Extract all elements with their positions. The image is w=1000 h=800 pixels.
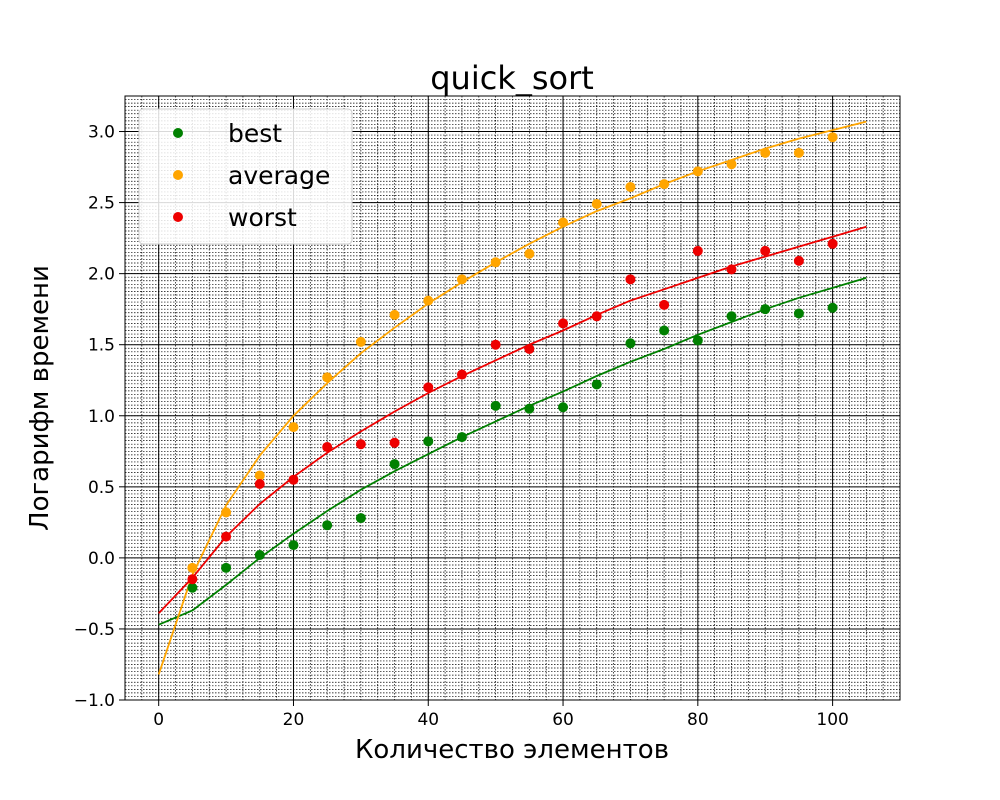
legend-box	[138, 108, 353, 245]
point-worst	[558, 318, 569, 329]
point-worst	[254, 478, 265, 489]
point-best	[355, 513, 366, 524]
point-average	[591, 199, 602, 210]
point-average	[322, 372, 333, 383]
legend-label-worst: worst	[228, 203, 297, 232]
point-best	[322, 520, 333, 531]
point-worst	[659, 299, 670, 310]
y-tick-label: 2.5	[88, 194, 115, 214]
point-average	[659, 179, 670, 190]
point-worst	[456, 369, 467, 380]
point-best	[288, 540, 299, 551]
plot-frame	[124, 95, 901, 701]
point-average	[456, 274, 467, 285]
point-worst	[692, 245, 703, 256]
point-best	[827, 302, 838, 313]
point-average	[793, 147, 804, 158]
point-average	[221, 507, 232, 518]
point-best	[187, 582, 198, 593]
x-tick-label: 20	[283, 710, 305, 730]
y-tick-label: 1.5	[88, 336, 115, 356]
legend: best average worst	[138, 108, 353, 245]
point-worst	[524, 343, 535, 354]
y-axis-title: Логарифм времени	[25, 265, 55, 531]
point-worst	[793, 255, 804, 266]
point-worst	[322, 442, 333, 453]
y-tick-label: −1.0	[74, 691, 115, 711]
point-worst	[625, 274, 636, 285]
point-average	[558, 217, 569, 228]
y-tick-label: 0.0	[88, 549, 115, 569]
point-average	[288, 422, 299, 433]
x-tick-label: 80	[687, 710, 709, 730]
x-axis-ticks: 0 20 40 60 80 100	[153, 700, 849, 730]
point-best	[692, 335, 703, 346]
point-worst	[490, 339, 501, 350]
point-worst	[288, 474, 299, 485]
point-average	[827, 132, 838, 143]
chart-title: quick_sort	[430, 59, 594, 97]
point-worst	[355, 439, 366, 450]
point-average	[423, 295, 434, 306]
x-tick-label: 60	[552, 710, 574, 730]
fit-line-best	[158, 277, 867, 626]
point-best	[659, 325, 670, 336]
y-tick-label: 2.0	[88, 265, 115, 285]
point-worst	[221, 531, 232, 542]
point-average	[355, 336, 366, 347]
point-average	[760, 147, 771, 158]
point-average	[254, 470, 265, 481]
x-tick-label: 40	[417, 710, 439, 730]
point-best	[591, 379, 602, 390]
fit-line-average	[157, 120, 867, 675]
legend-label-average: average	[228, 161, 330, 190]
fit-line-worst	[158, 225, 867, 614]
point-best	[760, 304, 771, 315]
point-best	[456, 432, 467, 443]
legend-marker-worst	[173, 212, 183, 222]
point-best	[490, 400, 501, 411]
point-best	[793, 308, 804, 319]
fit-lines	[157, 120, 867, 675]
point-worst	[827, 238, 838, 249]
y-tick-label: −0.5	[74, 620, 115, 640]
point-worst	[423, 382, 434, 393]
point-average	[524, 248, 535, 259]
x-tick-label: 100	[816, 710, 848, 730]
point-worst	[591, 311, 602, 322]
point-average	[490, 257, 501, 268]
point-worst	[726, 264, 737, 275]
point-average	[625, 181, 636, 192]
y-tick-label: 3.0	[88, 123, 115, 143]
point-best	[254, 550, 265, 561]
point-best	[389, 459, 400, 470]
point-average	[187, 562, 198, 573]
x-tick-label: 0	[153, 710, 164, 730]
y-tick-label: 0.5	[88, 478, 115, 498]
point-best	[558, 402, 569, 413]
legend-marker-average	[173, 170, 183, 180]
data-points	[187, 132, 838, 593]
point-best	[221, 562, 232, 573]
point-best	[423, 436, 434, 447]
point-worst	[389, 437, 400, 448]
y-tick-label: 1.0	[88, 407, 115, 427]
point-average	[692, 166, 703, 177]
legend-label-best: best	[228, 119, 282, 148]
point-best	[726, 311, 737, 322]
point-best	[625, 338, 636, 349]
point-worst	[760, 245, 771, 256]
y-axis-ticks: −1.0 −0.5 0.0 0.5 1.0 1.5 2.0 2.5 3.0	[74, 123, 125, 711]
legend-marker-best	[173, 128, 183, 138]
point-best	[524, 403, 535, 414]
point-average	[389, 309, 400, 320]
point-average	[726, 159, 737, 170]
point-worst	[187, 574, 198, 585]
x-axis-title: Количество элементов	[355, 735, 669, 765]
